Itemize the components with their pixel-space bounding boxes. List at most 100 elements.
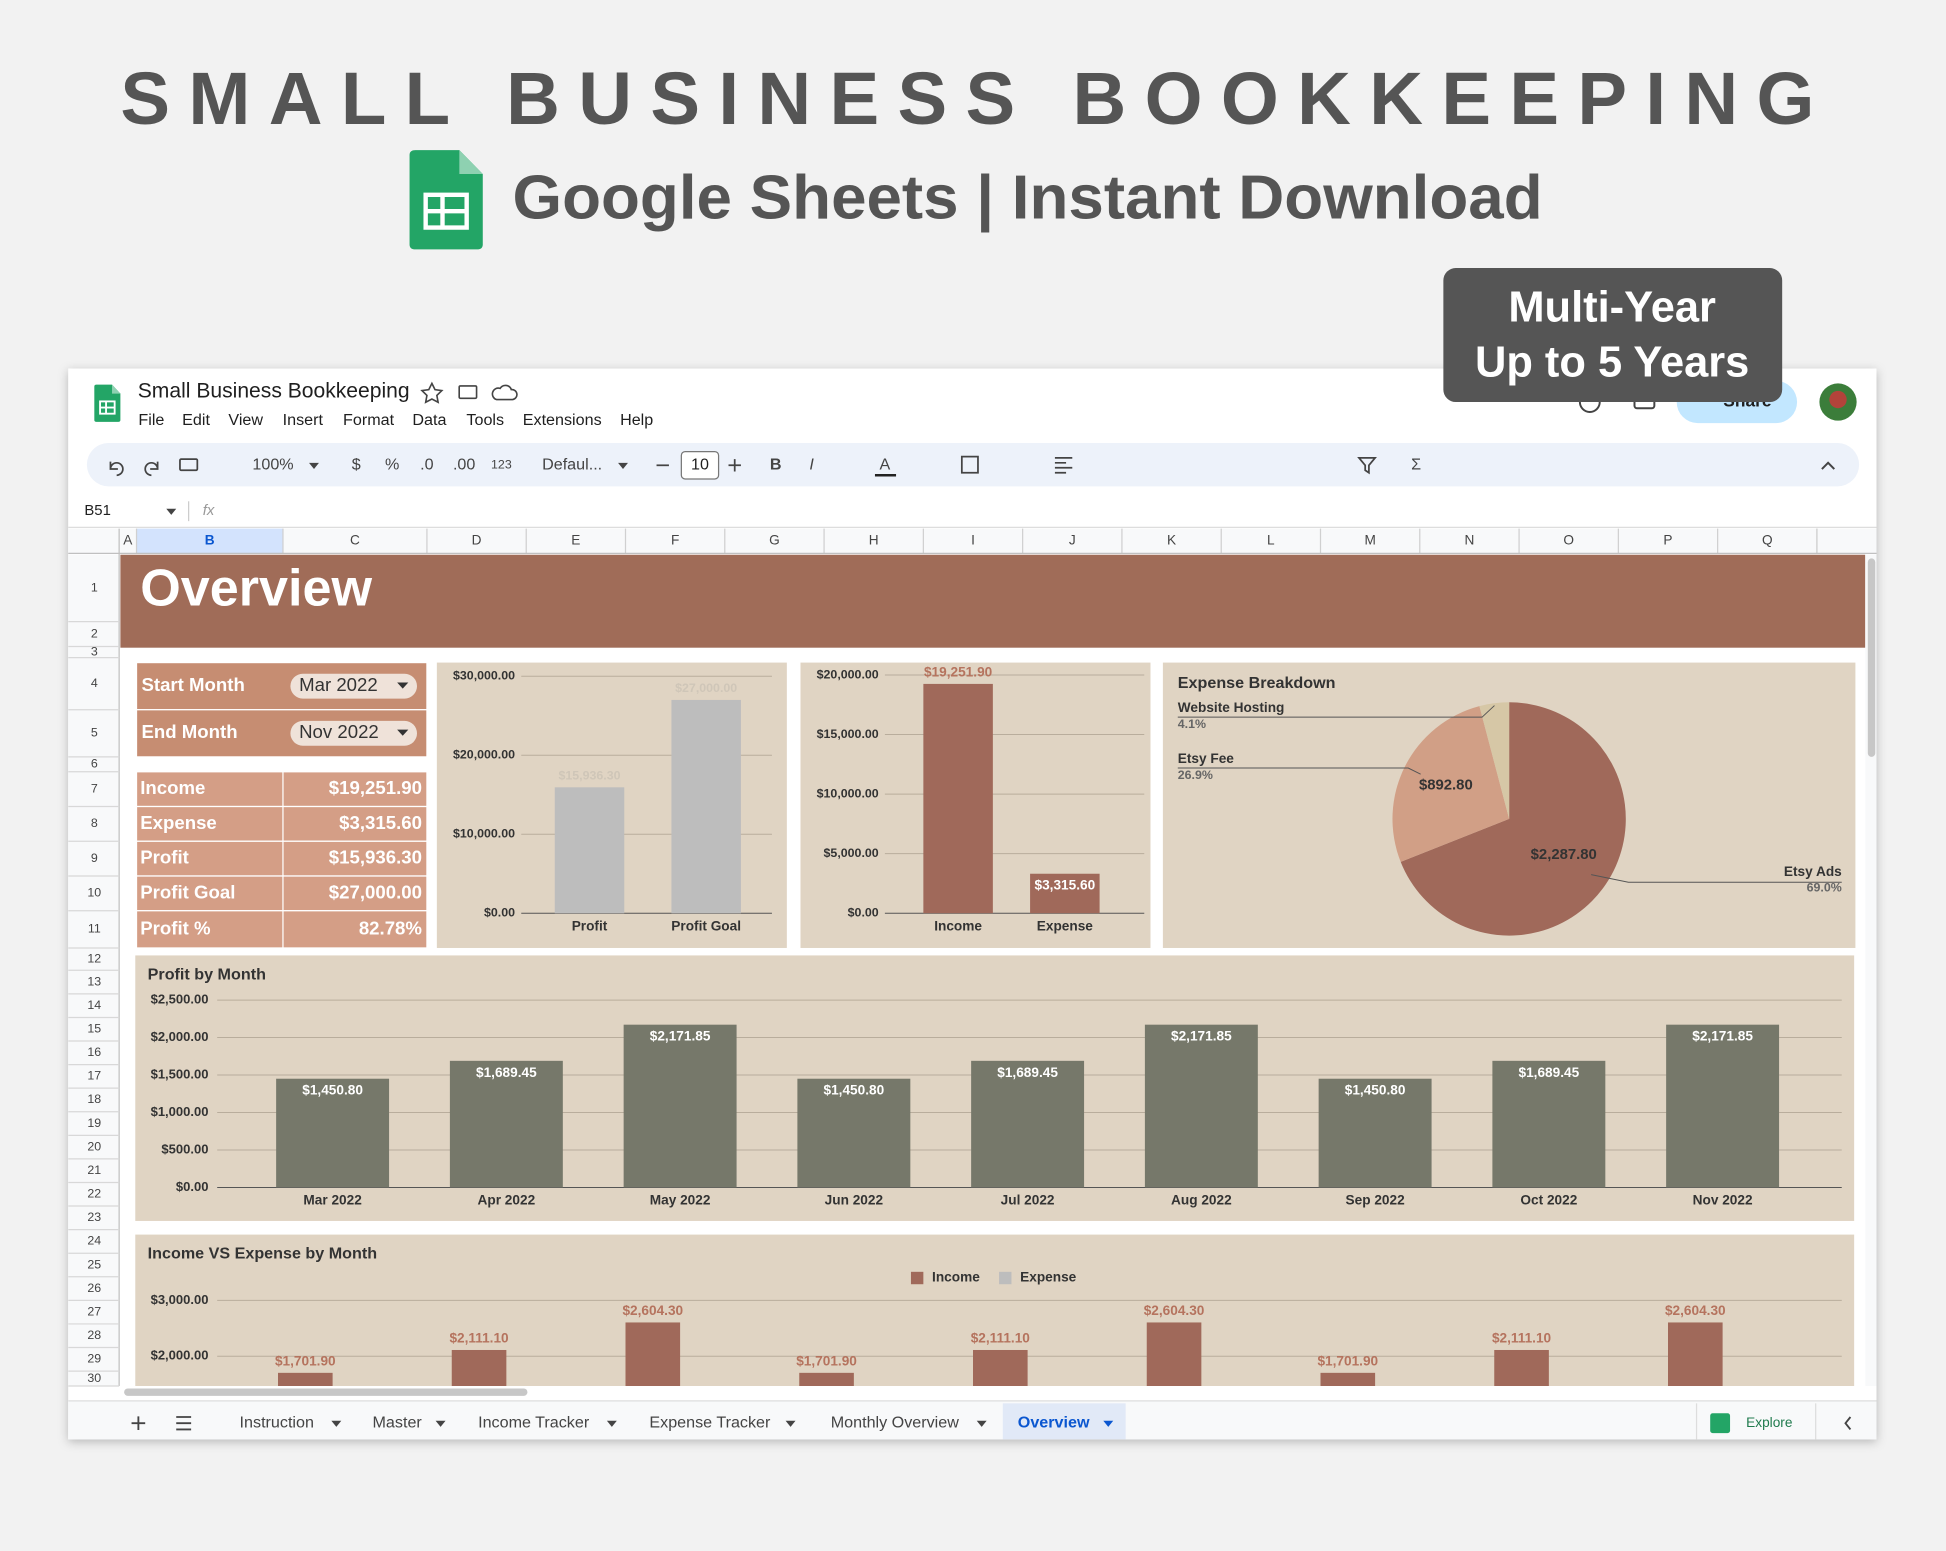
toolbar-button[interactable]: I (809, 456, 814, 474)
row-header[interactable]: 9 (91, 851, 98, 865)
row-header[interactable]: 25 (87, 1257, 101, 1271)
column-header[interactable]: H (869, 533, 879, 548)
toolbar-button[interactable]: .00 (453, 456, 475, 474)
y-tick-label: $1,000.00 (151, 1104, 209, 1119)
menu-item[interactable]: Help (620, 411, 653, 429)
row-header[interactable]: 12 (87, 951, 101, 965)
menu-item[interactable]: Format (343, 411, 395, 429)
column-header[interactable]: E (571, 533, 580, 548)
row-header[interactable]: 28 (87, 1328, 101, 1342)
dropdown-caret (331, 1420, 342, 1427)
column-header[interactable]: A (123, 533, 133, 548)
tab-bar (68, 1400, 1877, 1440)
toolbar-button[interactable]: % (385, 456, 399, 474)
column-header[interactable]: P (1663, 533, 1672, 548)
menu-item[interactable]: Data (412, 411, 446, 429)
sheet-tab[interactable]: Income Tracker (478, 1413, 590, 1431)
dropdown-chip[interactable] (290, 720, 417, 746)
row-header[interactable]: 29 (87, 1352, 101, 1366)
bar (1320, 1372, 1376, 1386)
row-header[interactable]: 30 (87, 1371, 101, 1385)
toolbar-button[interactable]: A (880, 456, 891, 474)
toolbar-button[interactable]: Defaul... (542, 456, 602, 474)
chart-title: Expense Breakdown (1178, 674, 1336, 692)
row-header[interactable]: 18 (87, 1092, 101, 1106)
summary-value: $19,251.90 (329, 777, 422, 798)
sheet-tab[interactable]: Instruction (240, 1413, 314, 1431)
sheet-tab[interactable]: Expense Tracker (649, 1413, 771, 1431)
column-header[interactable]: K (1167, 533, 1176, 548)
column-header[interactable]: L (1267, 533, 1275, 548)
toolbar-button[interactable]: $ (352, 456, 361, 474)
column-header[interactable]: F (671, 533, 679, 548)
column-header[interactable]: C (350, 533, 360, 548)
column-header[interactable]: Q (1762, 533, 1773, 548)
dropdown-value[interactable]: Mar 2022 (299, 674, 378, 695)
toolbar-button[interactable]: .0 (420, 456, 433, 474)
leader-line (1177, 767, 1421, 775)
font-size[interactable]: 10 (691, 456, 709, 474)
menu-item[interactable]: Edit (182, 411, 210, 429)
row-header[interactable]: 24 (87, 1234, 101, 1248)
column-header[interactable]: N (1464, 533, 1474, 548)
row-header[interactable]: 2 (91, 626, 98, 640)
toolbar-button[interactable]: B (770, 456, 782, 474)
all-sheets (176, 1416, 192, 1431)
row-header[interactable]: 22 (87, 1187, 101, 1201)
row-header[interactable]: 20 (87, 1139, 101, 1153)
column-header[interactable]: B (205, 533, 215, 548)
column-header[interactable]: D (472, 533, 482, 548)
row-header[interactable]: 16 (87, 1045, 101, 1059)
dropdown-value[interactable]: Nov 2022 (299, 721, 379, 742)
x-tick-label: Apr 2022 (478, 1193, 536, 1208)
explore-button[interactable]: Explore (1746, 1415, 1792, 1430)
row-header[interactable]: 27 (87, 1304, 101, 1318)
sheet-tab[interactable]: Monthly Overview (831, 1413, 960, 1431)
column-header[interactable]: M (1364, 533, 1375, 548)
row-header[interactable]: 23 (87, 1210, 101, 1224)
row-header[interactable]: 21 (87, 1163, 101, 1177)
data-label: $2,111.10 (971, 1330, 1031, 1345)
row-header[interactable]: 4 (91, 676, 98, 690)
row-header[interactable]: 10 (87, 886, 101, 900)
row-header[interactable]: 3 (91, 644, 98, 658)
row-header[interactable]: 11 (88, 922, 101, 936)
menu-item[interactable]: Insert (283, 411, 324, 429)
row-header[interactable]: 19 (87, 1116, 101, 1130)
cloud-icon (491, 384, 518, 401)
column-header[interactable]: O (1563, 533, 1574, 548)
menu-item[interactable]: Tools (466, 411, 504, 429)
toolbar-button[interactable]: 123 (491, 458, 512, 472)
y-tick-label: $20,000.00 (817, 667, 879, 681)
row-header[interactable]: 6 (91, 757, 98, 771)
row-header[interactable]: 7 (91, 781, 98, 795)
row-header[interactable]: 14 (87, 998, 101, 1012)
slice-amount: $2,287.80 (1531, 847, 1597, 863)
summary-row (135, 805, 428, 842)
dropdown-caret (397, 682, 409, 689)
row-header[interactable]: 26 (87, 1281, 101, 1295)
sheet-tab[interactable]: Overview (1018, 1413, 1090, 1431)
row-header[interactable]: 8 (91, 816, 98, 830)
column-header[interactable]: I (971, 533, 975, 548)
menu-item[interactable]: Extensions (523, 411, 602, 429)
column-header[interactable]: G (769, 533, 780, 548)
sheet-tab[interactable]: Master (372, 1413, 422, 1431)
summary-value: $27,000.00 (329, 881, 422, 902)
column-header[interactable]: J (1069, 533, 1076, 548)
menu-item[interactable]: File (138, 411, 164, 429)
x-tick-label: May 2022 (650, 1193, 711, 1208)
toolbar-button[interactable]: Σ (1411, 456, 1421, 474)
bar (971, 1060, 1085, 1188)
row-header[interactable]: 15 (87, 1022, 101, 1036)
toolbar-button[interactable]: 100% (252, 456, 293, 474)
row-header[interactable]: 13 (87, 974, 101, 988)
dropdown-chip[interactable] (290, 673, 417, 699)
name-box: B51 (84, 503, 110, 519)
row-header[interactable]: 5 (91, 726, 98, 740)
row-header[interactable]: 17 (87, 1069, 101, 1083)
menu-item[interactable]: View (228, 411, 263, 429)
row-header[interactable]: 1 (91, 580, 98, 594)
bar (554, 787, 625, 914)
summary-row (135, 840, 428, 877)
